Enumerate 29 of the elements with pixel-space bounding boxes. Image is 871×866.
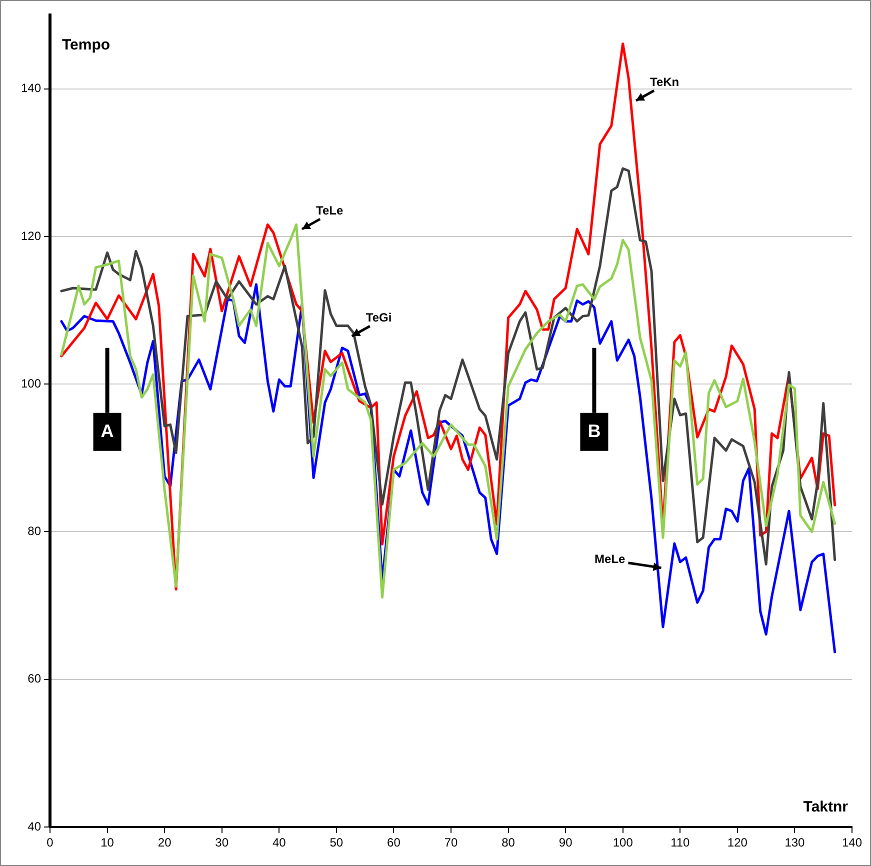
x-tick-label: 30 xyxy=(215,836,229,850)
y-tick-label: 100 xyxy=(20,376,42,390)
annotation: A xyxy=(100,420,114,441)
annotation: MeLe xyxy=(594,552,626,566)
x-tick-label: 90 xyxy=(558,836,573,850)
annotation: B xyxy=(588,420,601,441)
x-tick-label: 140 xyxy=(842,836,862,850)
y-tick-label: 40 xyxy=(28,819,42,834)
y-tick-label: 60 xyxy=(28,672,42,686)
x-tick-label: 70 xyxy=(444,836,458,850)
y-tick-label: 80 xyxy=(28,524,42,538)
x-tick-label: 10 xyxy=(100,836,114,850)
x-axis-title: Taktnr xyxy=(803,798,848,816)
annotation: TeKn xyxy=(650,74,680,89)
annotation: TeLe xyxy=(316,203,344,218)
x-tick-label: 110 xyxy=(670,836,690,850)
x-tick-label: 120 xyxy=(727,836,748,850)
x-tick-label: 40 xyxy=(272,836,286,850)
x-tick-label: 50 xyxy=(330,836,344,850)
x-tick-label: 60 xyxy=(387,836,401,850)
annotation: TeGi xyxy=(366,310,392,324)
y-axis-title: Tempo xyxy=(62,36,110,54)
x-tick-label: 100 xyxy=(612,836,634,850)
x-tick-label: 0 xyxy=(46,836,54,850)
y-tick-label: 120 xyxy=(20,228,42,243)
x-tick-label: 80 xyxy=(502,836,516,850)
x-tick-label: 20 xyxy=(158,836,172,850)
y-tick-label: 140 xyxy=(20,81,42,96)
x-tick-label: 130 xyxy=(784,836,806,850)
